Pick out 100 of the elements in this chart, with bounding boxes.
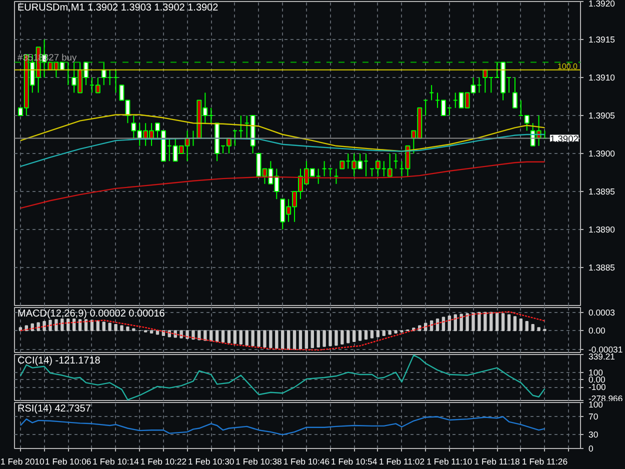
bar	[328, 330, 332, 346]
bar	[352, 330, 356, 342]
bar	[42, 320, 46, 332]
chart-title: CCI(14) -121.1718	[18, 356, 101, 366]
bar	[310, 330, 314, 348]
bar	[286, 330, 290, 350]
y-tick-label: 30	[588, 430, 598, 440]
bar	[72, 318, 76, 332]
bar	[316, 330, 320, 348]
y-tick-label: 1.3915	[588, 34, 616, 44]
bar	[531, 324, 534, 332]
line-series	[20, 354, 546, 400]
bar	[537, 327, 540, 332]
bar	[298, 330, 302, 350]
y-tick-label: 1.3920	[588, 0, 616, 8]
x-tick-label: 1 Feb 11:18	[474, 456, 520, 466]
y-tick-label: 100	[588, 400, 604, 410]
bar	[388, 330, 392, 335]
x-tick-label: 1 Feb 10:14	[92, 456, 140, 466]
bar	[501, 313, 505, 332]
ref-line-label: 1.3902	[550, 134, 578, 144]
bar	[376, 330, 380, 338]
y-tick-label: 100	[588, 367, 604, 378]
line-series	[20, 114, 546, 152]
bar	[340, 330, 344, 344]
y-tick-label: -100	[588, 382, 606, 392]
line-series	[20, 416, 546, 436]
bar	[281, 330, 284, 350]
bar	[156, 330, 160, 335]
bar	[448, 316, 452, 332]
bar	[233, 330, 237, 344]
bar	[251, 330, 254, 346]
bar	[108, 322, 112, 332]
bar	[346, 330, 350, 344]
bar	[519, 318, 523, 332]
bar	[358, 330, 362, 341]
bar	[96, 320, 100, 332]
candlestick	[512, 77, 518, 108]
y-tick-label: -0.00031	[588, 344, 623, 354]
y-tick-label: 1.3900	[588, 148, 616, 158]
bar	[334, 330, 338, 346]
bar	[436, 318, 440, 332]
x-tick-label: 1 Feb 10:54	[331, 456, 378, 466]
chart-title: RSI(14) 42.7357	[18, 404, 92, 414]
bar	[275, 330, 278, 349]
chart-title: EURUSDm,M1 1.3902 1.3903 1.3902 1.3902	[18, 2, 219, 14]
y-tick-label: 0.00	[588, 374, 606, 385]
bar	[215, 330, 219, 342]
bar	[370, 330, 374, 338]
x-tick-label: 1 Feb 10:46	[283, 456, 330, 466]
bar	[484, 312, 487, 332]
bar	[120, 325, 124, 332]
chart-title: MACD(12,26,9) 0.00002 0.00016	[18, 308, 166, 320]
bar	[292, 330, 296, 350]
annotation: 100.0	[557, 62, 578, 71]
y-tick-label: 339.21	[588, 352, 616, 362]
y-tick-label: 0.00	[588, 326, 606, 336]
x-tick-label: 1 Feb 2010	[0, 456, 44, 466]
bar	[263, 330, 266, 348]
bar	[36, 322, 40, 332]
bar	[54, 319, 58, 332]
bar	[466, 313, 469, 332]
bar	[245, 330, 248, 346]
bar	[239, 330, 242, 344]
bar	[472, 312, 475, 332]
bar	[490, 312, 493, 332]
bar	[478, 312, 481, 332]
bar	[126, 326, 130, 332]
bar	[394, 330, 398, 334]
bar	[227, 330, 231, 344]
bar	[150, 330, 154, 334]
y-tick-label: 1.3890	[588, 224, 616, 234]
bar	[257, 330, 260, 347]
bar	[525, 320, 528, 332]
line-series	[20, 161, 546, 209]
bar	[84, 319, 88, 332]
bar	[78, 319, 82, 332]
bar	[507, 314, 511, 332]
y-tick-label: 1.3910	[588, 72, 616, 82]
bar	[210, 330, 213, 342]
y-tick-label: 1.3895	[588, 186, 616, 196]
x-tick-label: 1 Feb 11:02	[378, 456, 425, 466]
bar	[382, 330, 386, 336]
bar	[460, 314, 463, 332]
bar	[442, 316, 446, 332]
y-tick-label: 70	[588, 411, 598, 422]
bar	[495, 312, 499, 332]
x-tick-label: 1 Feb 10:30	[188, 456, 234, 466]
x-tick-label: 1 Feb 10:38	[236, 456, 282, 466]
x-tick-label: 1 Feb 10:22	[140, 456, 187, 466]
bar	[48, 320, 52, 332]
y-tick-label: 0.0003	[588, 307, 616, 318]
line-series	[20, 311, 546, 351]
bar	[454, 314, 457, 332]
y-tick-label: 0	[588, 444, 594, 454]
bar	[269, 330, 272, 348]
bar	[102, 322, 106, 332]
bar	[513, 316, 517, 332]
y-tick-label: 1.3905	[588, 110, 616, 120]
x-tick-label: 1 Feb 11:10	[426, 456, 472, 466]
